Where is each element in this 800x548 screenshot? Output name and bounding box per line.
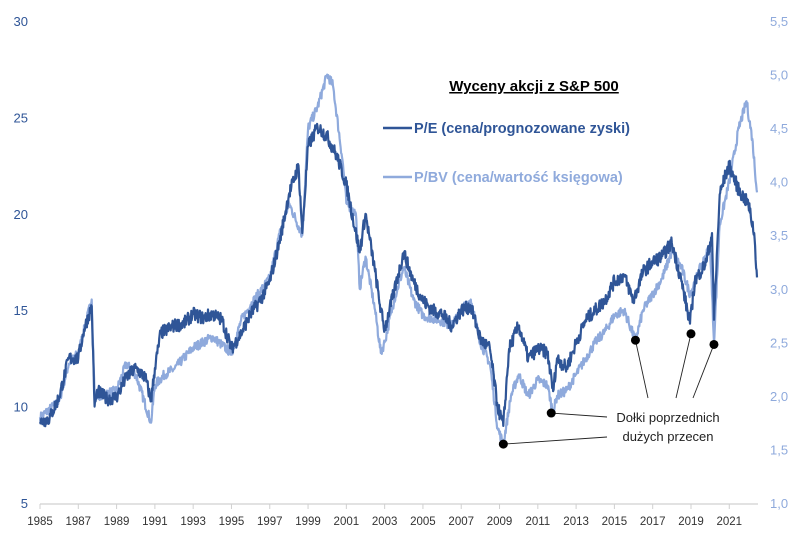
x-tick-label: 1993: [180, 516, 206, 528]
annotation-leader-line: [675, 333, 692, 399]
x-tick-label: 2015: [602, 516, 628, 528]
y-right-tick-label: 2,0: [770, 389, 788, 404]
y-left-tick-label: 10: [14, 400, 28, 415]
x-tick-label: 1989: [104, 516, 130, 528]
x-tick-label: 2001: [334, 516, 360, 528]
annotation-marker-dot: [546, 408, 556, 418]
x-tick-label: 2017: [640, 516, 666, 528]
y-left-tick-label: 5: [21, 496, 28, 511]
x-tick-label: 2007: [448, 516, 474, 528]
y-right-tick-label: 4,0: [770, 175, 788, 190]
x-tick-label: 1991: [142, 516, 168, 528]
x-tick-label: 1985: [27, 516, 53, 528]
annotation-marker-dot: [686, 329, 696, 339]
annotation-marker-dot: [709, 339, 719, 349]
annotation-leader-line: [551, 412, 608, 418]
y-right-tick-label: 3,0: [770, 282, 788, 297]
x-tick-label: 2011: [525, 516, 550, 528]
y-right-tick-label: 1,5: [770, 442, 788, 457]
y-left-tick-label: 20: [14, 207, 28, 222]
x-tick-label: 2021: [716, 516, 742, 528]
annotation-leader-line: [635, 340, 649, 399]
x-tick-label: 2009: [487, 516, 513, 528]
series-line-pe: [38, 122, 759, 428]
x-tick-label: 2005: [410, 516, 436, 528]
y-left-tick-label: 30: [14, 14, 28, 29]
x-tick-label: 1999: [295, 516, 321, 528]
annotation-marker-dot: [498, 439, 508, 449]
x-tick-label: 2013: [563, 516, 589, 528]
legend-label-pbv: P/BV (cena/wartość księgowa): [414, 170, 623, 186]
annotation-line-2: dużych przecen: [622, 429, 713, 444]
annotation-leader-line: [503, 436, 608, 445]
y-right-tick-label: 1,0: [770, 496, 788, 511]
x-tick-label: 1995: [219, 516, 245, 528]
x-tick-label: 1997: [257, 516, 283, 528]
x-tick-label: 2003: [372, 516, 398, 528]
legend-label-pe: P/E (cena/prognozowane zyski): [414, 121, 630, 137]
x-tick-label: 2019: [678, 516, 704, 528]
y-left-tick-label: 25: [14, 110, 28, 125]
y-right-tick-label: 3,5: [770, 228, 788, 243]
y-right-tick-label: 4,5: [770, 121, 788, 136]
annotation-leader-line: [692, 344, 715, 399]
series-line-pbv: [38, 73, 759, 447]
y-right-tick-label: 5,0: [770, 68, 788, 83]
y-right-tick-label: 2,5: [770, 335, 788, 350]
y-right-tick-label: 5,5: [770, 14, 788, 29]
y-left-tick-label: 15: [14, 303, 28, 318]
annotation-line-1: Dołki poprzednich: [616, 410, 719, 425]
chart-title: Wyceny akcji z S&P 500: [449, 78, 619, 95]
x-tick-label: 1987: [65, 516, 91, 528]
annotation-marker-dot: [630, 335, 640, 345]
